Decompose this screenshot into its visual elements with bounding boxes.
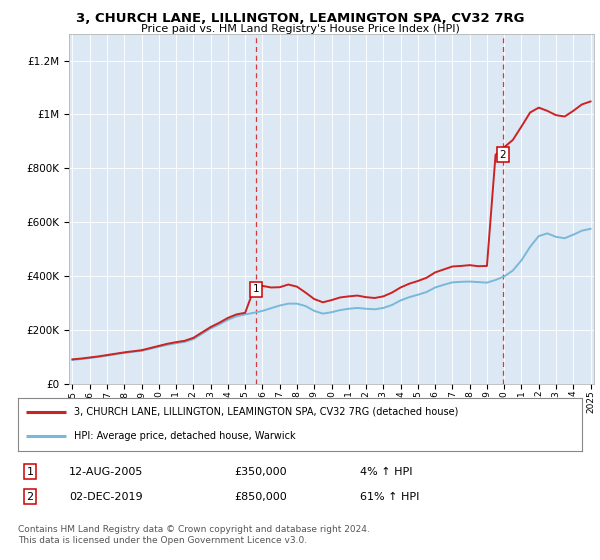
Text: 1: 1 xyxy=(26,466,34,477)
Text: 1: 1 xyxy=(253,284,259,295)
Text: 2: 2 xyxy=(26,492,34,502)
Text: HPI: Average price, detached house, Warwick: HPI: Average price, detached house, Warw… xyxy=(74,431,296,441)
Text: 12-AUG-2005: 12-AUG-2005 xyxy=(69,466,143,477)
Text: £850,000: £850,000 xyxy=(234,492,287,502)
Text: £350,000: £350,000 xyxy=(234,466,287,477)
Text: 4% ↑ HPI: 4% ↑ HPI xyxy=(360,466,413,477)
Text: 3, CHURCH LANE, LILLINGTON, LEAMINGTON SPA, CV32 7RG: 3, CHURCH LANE, LILLINGTON, LEAMINGTON S… xyxy=(76,12,524,25)
Text: Price paid vs. HM Land Registry's House Price Index (HPI): Price paid vs. HM Land Registry's House … xyxy=(140,24,460,34)
Text: 61% ↑ HPI: 61% ↑ HPI xyxy=(360,492,419,502)
Text: Contains HM Land Registry data © Crown copyright and database right 2024.
This d: Contains HM Land Registry data © Crown c… xyxy=(18,525,370,545)
Text: 02-DEC-2019: 02-DEC-2019 xyxy=(69,492,143,502)
Text: 2: 2 xyxy=(500,150,506,160)
Text: 3, CHURCH LANE, LILLINGTON, LEAMINGTON SPA, CV32 7RG (detached house): 3, CHURCH LANE, LILLINGTON, LEAMINGTON S… xyxy=(74,407,459,417)
